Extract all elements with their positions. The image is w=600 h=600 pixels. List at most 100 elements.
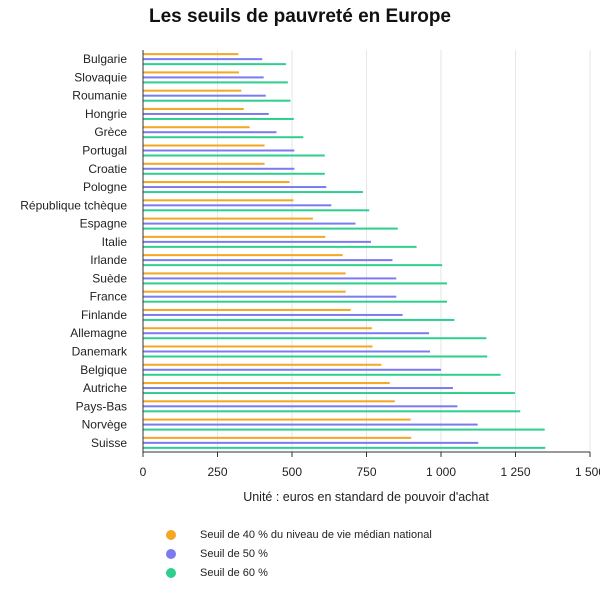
bar xyxy=(143,94,266,97)
category-label: République tchèque xyxy=(20,198,127,212)
bar xyxy=(143,191,363,194)
category-label: Hongrie xyxy=(85,107,127,121)
category-label: Portugal xyxy=(82,144,127,158)
bar xyxy=(143,295,397,298)
x-tick-label: 500 xyxy=(282,465,302,479)
bar xyxy=(143,235,326,238)
bar xyxy=(143,181,290,184)
bar xyxy=(143,290,346,293)
axes xyxy=(142,50,591,457)
category-label: Bulgarie xyxy=(83,52,127,66)
bar xyxy=(143,345,373,348)
bar xyxy=(143,277,397,280)
category-label: Grèce xyxy=(94,125,127,139)
bar xyxy=(143,446,546,449)
bar xyxy=(143,107,244,110)
category-label: Croatie xyxy=(88,162,127,176)
bar xyxy=(143,264,443,267)
category-label: Danemark xyxy=(72,345,128,359)
bar xyxy=(143,209,370,212)
bar xyxy=(143,337,487,340)
bar xyxy=(143,282,447,285)
x-tick-label: 1 250 xyxy=(500,465,530,479)
bar xyxy=(143,350,430,353)
bar xyxy=(143,308,351,311)
grid-lines xyxy=(217,50,591,452)
x-tick-label: 0 xyxy=(140,465,147,479)
bar xyxy=(143,254,343,257)
bar xyxy=(143,162,265,165)
bar xyxy=(143,368,441,371)
category-labels: Bulgarie Slovaquie Roumanie Hongrie Grèce Por… xyxy=(20,52,128,450)
bar xyxy=(143,89,242,92)
legend-marker xyxy=(166,567,176,578)
bar xyxy=(143,144,265,147)
x-tick-label: 750 xyxy=(356,465,376,479)
bar xyxy=(143,428,545,431)
category-label: Allemagne xyxy=(70,326,127,340)
bar xyxy=(143,217,313,220)
bars xyxy=(143,53,546,449)
bar xyxy=(143,272,346,275)
category-label: Roumanie xyxy=(72,89,127,103)
bar xyxy=(143,240,371,243)
bar-chart: Bulgarie Slovaquie Roumanie Hongrie Grèce Por… xyxy=(20,50,600,504)
category-label: France xyxy=(90,290,128,304)
bar xyxy=(143,99,291,102)
bar xyxy=(143,410,521,413)
legend-item: Seuil de 40 % du niveau de vie médian na… xyxy=(166,525,432,544)
category-label: Suisse xyxy=(91,436,127,450)
bar xyxy=(143,53,239,56)
legend-marker xyxy=(166,548,176,559)
bar xyxy=(143,126,250,129)
category-label: Italie xyxy=(102,235,128,249)
bar xyxy=(143,300,447,303)
bar xyxy=(143,186,327,189)
bar xyxy=(143,400,395,403)
bar xyxy=(143,117,294,120)
x-tick-label: 1 500 xyxy=(575,465,600,479)
bar xyxy=(143,172,325,175)
x-tick-labels: 0 250 500 750 1 000 1 250 1 500 xyxy=(140,465,600,479)
bar xyxy=(143,259,393,262)
legend-item: Seuil de 50 % xyxy=(166,544,432,563)
x-tick-label: 250 xyxy=(207,465,227,479)
legend-item: Seuil de 60 % xyxy=(166,563,432,582)
legend-label: Seuil de 40 % du niveau de vie médian na… xyxy=(200,528,432,541)
bar xyxy=(143,227,398,230)
category-label: Pays-Bas xyxy=(76,399,127,413)
bar xyxy=(143,441,479,444)
legend: Seuil de 40 % du niveau de vie médian na… xyxy=(166,525,432,582)
bar xyxy=(143,392,515,395)
bar xyxy=(143,363,382,366)
bar xyxy=(143,136,304,139)
legend-label: Seuil de 60 % xyxy=(200,566,268,579)
bar xyxy=(143,327,372,330)
bar xyxy=(143,418,411,421)
category-label: Norvège xyxy=(82,418,128,432)
category-label: Espagne xyxy=(80,217,128,231)
bar xyxy=(143,318,455,321)
bar xyxy=(143,204,332,207)
bar xyxy=(143,405,458,408)
category-label: Belgique xyxy=(80,363,127,377)
bar xyxy=(143,313,403,316)
category-label: Autriche xyxy=(83,381,127,395)
bar xyxy=(143,423,478,426)
category-label: Finlande xyxy=(81,308,127,322)
bar xyxy=(143,387,453,390)
bar xyxy=(143,112,269,115)
category-label: Pologne xyxy=(83,180,127,194)
bar xyxy=(143,199,294,202)
bar xyxy=(143,245,417,248)
chart-title: Les seuils de pauvreté en Europe xyxy=(149,6,451,27)
bar xyxy=(143,71,239,74)
bar xyxy=(143,81,288,84)
x-axis-title: Unité : euros en standard de pouvoir d'a… xyxy=(243,490,489,504)
bar xyxy=(143,382,390,385)
category-label: Irlande xyxy=(90,253,127,267)
bar xyxy=(143,222,356,225)
category-label: Slovaquie xyxy=(74,70,127,84)
legend-marker xyxy=(166,529,176,540)
bar xyxy=(143,63,287,66)
